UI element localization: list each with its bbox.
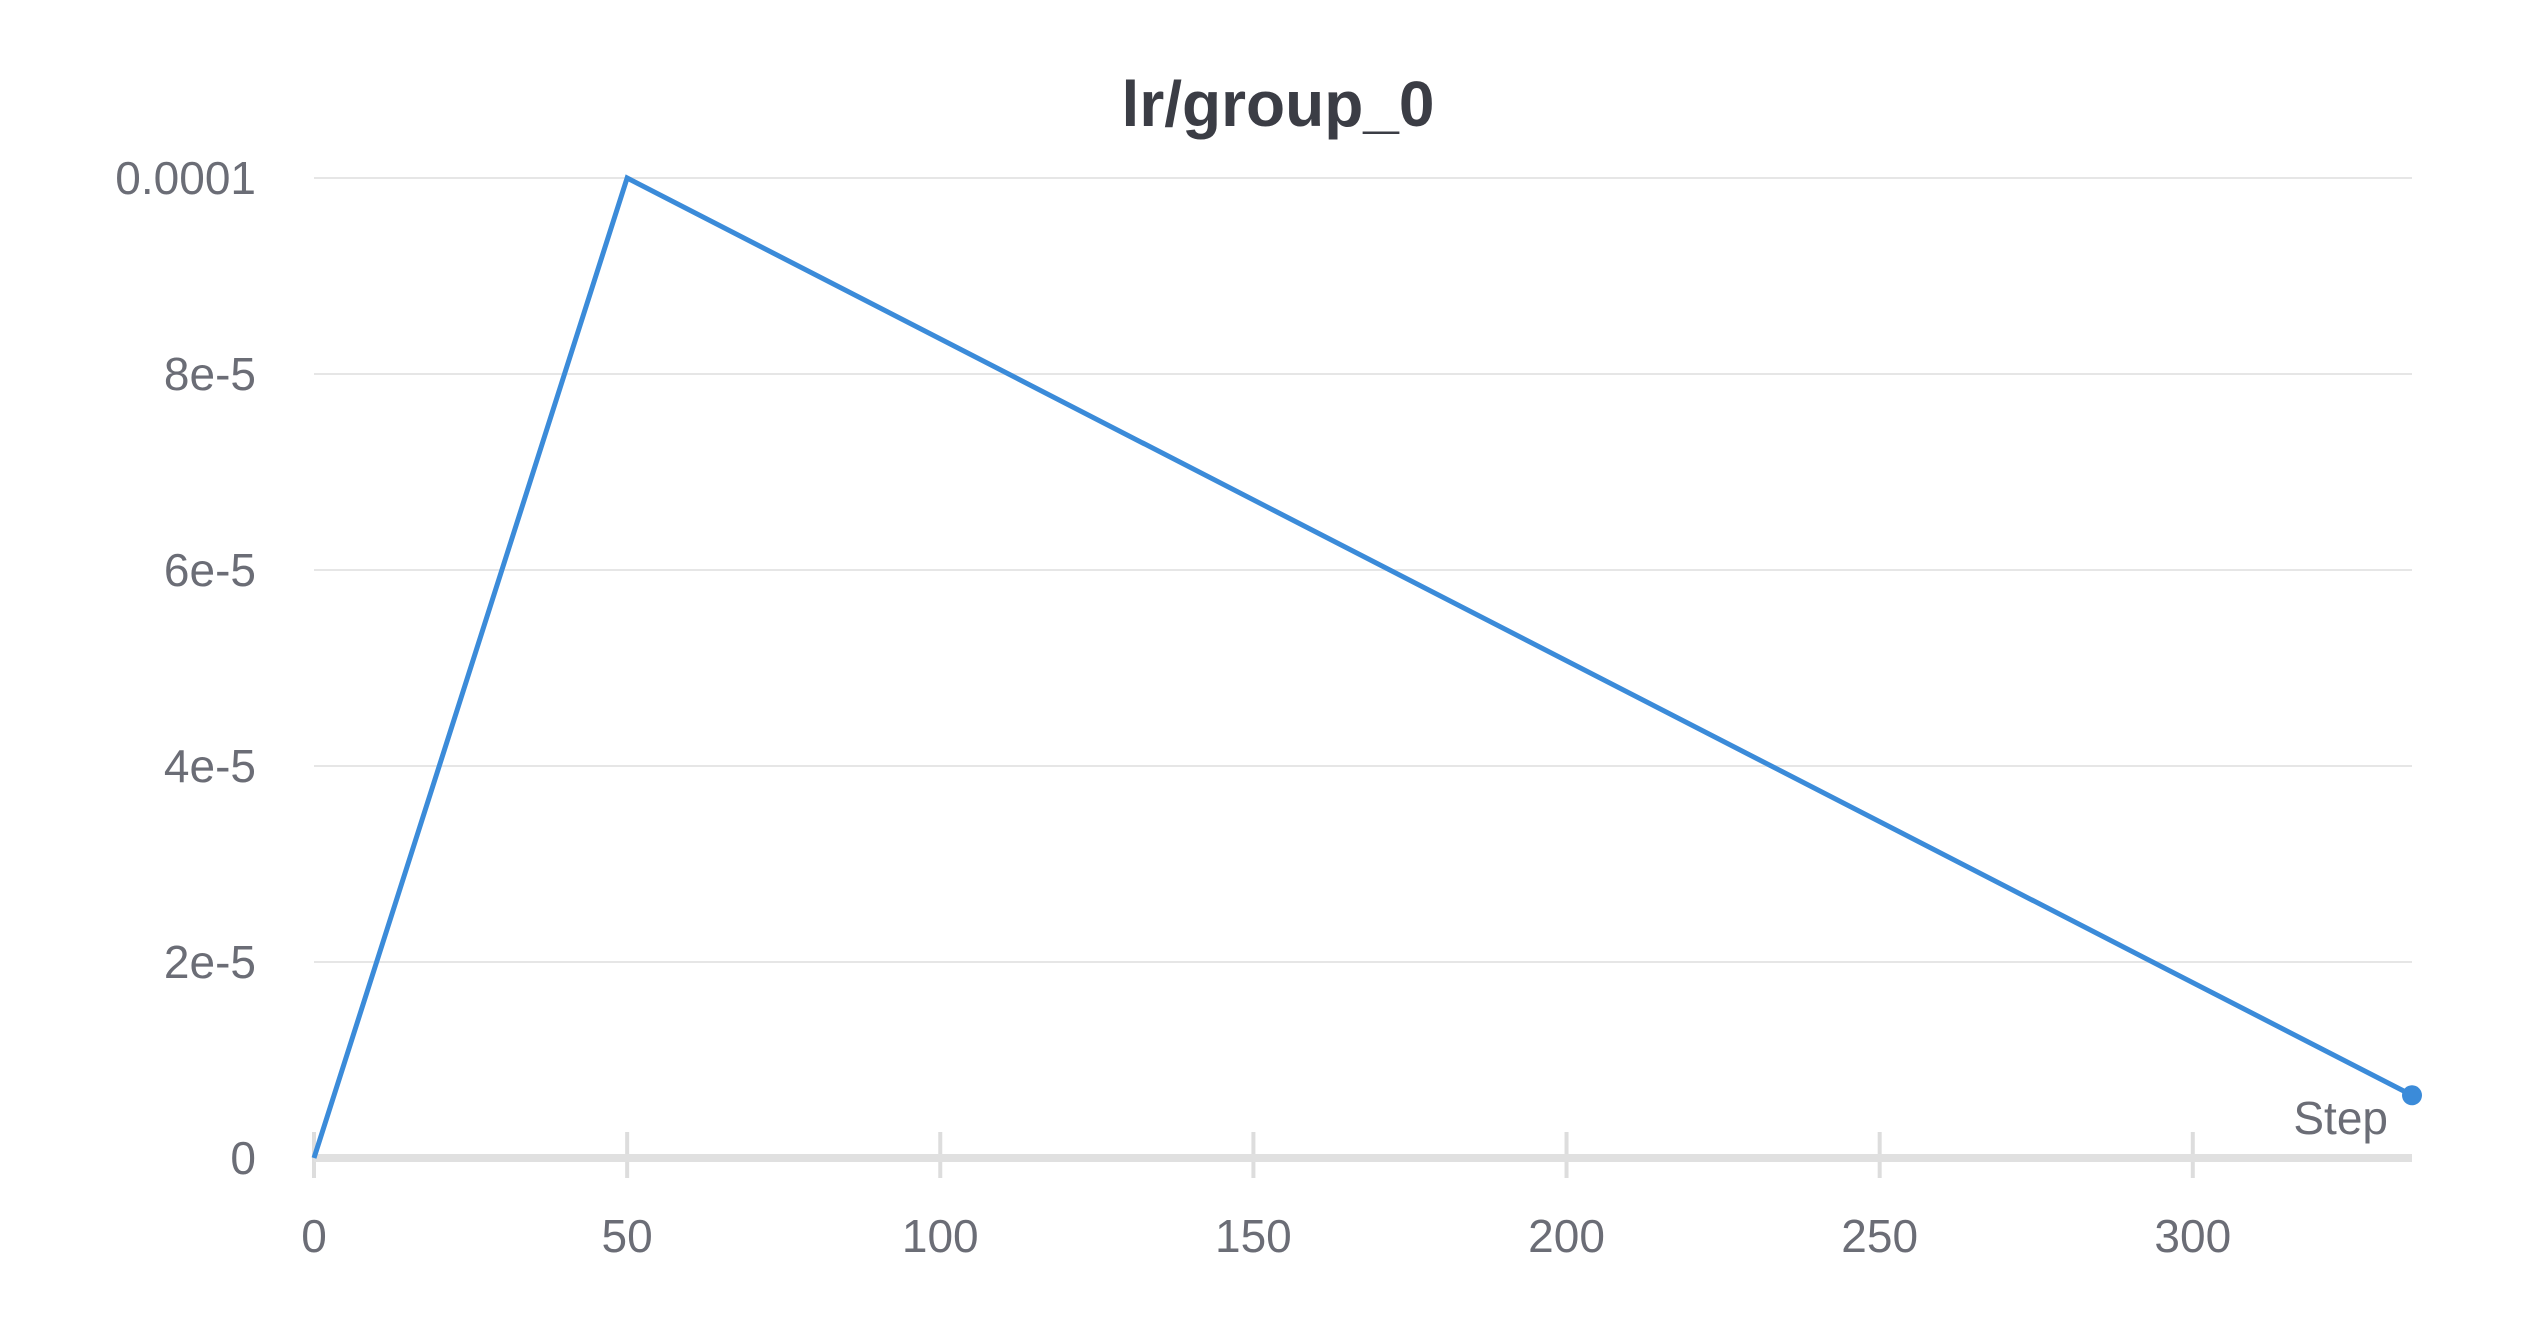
x-axis-ticks: 0 50 100 150 200 250 300 [301, 1132, 2231, 1262]
y-tick-label: 8e-5 [164, 348, 256, 400]
series-line [311, 174, 2414, 1159]
x-tick-label: 300 [2154, 1210, 2231, 1262]
x-tick-label: 100 [902, 1210, 979, 1262]
x-tick-label: 150 [1215, 1210, 1292, 1262]
y-tick-label: 2e-5 [164, 936, 256, 988]
y-tick-label: 6e-5 [164, 544, 256, 596]
grid-lines [314, 177, 2412, 963]
x-tick-label: 200 [1528, 1210, 1605, 1262]
x-tick-label: 50 [602, 1210, 653, 1262]
y-tick-label: 4e-5 [164, 740, 256, 792]
series-end-point [2402, 1085, 2422, 1106]
chart-title: lr/group_0 [1122, 68, 1435, 140]
y-tick-label: 0 [230, 1132, 256, 1184]
x-axis-label: Step [2293, 1092, 2388, 1144]
x-tick-label: 0 [301, 1210, 327, 1262]
y-tick-label: 0.0001 [115, 152, 256, 204]
series-layer [311, 174, 2422, 1159]
x-tick-label: 250 [1841, 1210, 1918, 1262]
y-axis-ticks: 0 2e-5 4e-5 6e-5 8e-5 0.0001 [115, 152, 256, 1184]
